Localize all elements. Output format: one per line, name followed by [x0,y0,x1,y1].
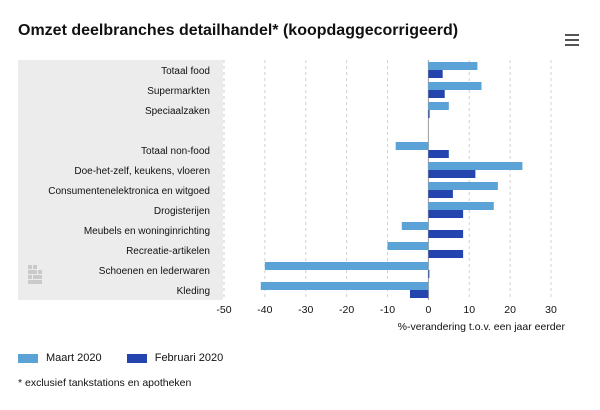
bar-maart[interactable] [395,142,429,150]
category-label: Speciaalzaken [145,106,210,117]
bar-maart[interactable] [260,282,429,290]
x-tick-label: -50 [216,304,231,316]
bar-februari[interactable] [428,170,476,178]
category-label: Drogisterijen [154,206,210,217]
x-tick-label: 30 [545,304,557,316]
x-tick-label: -20 [339,304,354,316]
category-label: Totaal non-food [141,146,210,157]
x-tick-label: 0 [425,304,431,316]
bar-maart[interactable] [428,62,478,70]
x-tick-label: -10 [380,304,395,316]
category-label: Recreatie-artikelen [126,246,210,257]
legend-label-maart: Maart 2020 [46,352,102,364]
bar-februari[interactable] [428,110,430,118]
category-label: Kleding [177,286,210,297]
bar-februari[interactable] [428,90,445,98]
category-label: Supermarkten [147,86,210,97]
bar-februari[interactable] [409,290,429,298]
bar-februari[interactable] [428,210,464,218]
bars [260,62,523,298]
chart-title: Omzet deelbranches detailhandel* (koopda… [18,22,459,39]
x-tick-label: 10 [463,304,475,316]
category-label-panel [18,60,223,300]
bar-maart[interactable] [428,182,498,190]
bar-maart[interactable] [264,262,429,270]
category-label: Totaal food [161,66,210,77]
bar-maart[interactable] [428,102,449,110]
x-axis-label: %-verandering t.o.v. een jaar eerder [398,321,566,333]
category-label: Meubels en woninginrichting [84,226,210,237]
x-tick-label: 20 [504,304,516,316]
bar-februari[interactable] [428,70,443,78]
bar-februari[interactable] [428,150,449,158]
legend-swatch-maart [18,353,38,363]
x-tick-label: -30 [298,304,313,316]
bar-maart[interactable] [428,82,482,90]
bar-februari[interactable] [428,270,430,278]
category-label: Schoenen en lederwaren [99,266,210,277]
legend: Maart 2020 Februari 2020 [18,352,245,366]
category-label: Doe-het-zelf, keukens, vloeren [74,166,210,177]
bar-maart[interactable] [428,162,523,170]
hamburger-menu-icon[interactable] [565,34,579,46]
bar-februari[interactable] [428,230,464,238]
bar-chart: Totaal food Supermarkten Speciaalzaken Tota… [18,60,566,333]
footnote: * exclusief tankstations en apotheken [18,377,192,389]
bar-februari[interactable] [428,190,453,198]
legend-swatch-februari [126,353,147,363]
legend-label-februari: Februari 2020 [154,352,224,364]
watermark-logo [28,265,42,284]
bar-maart[interactable] [387,242,429,250]
legend-item-maart[interactable]: Maart 2020 [18,352,102,364]
bar-februari[interactable] [428,250,464,258]
bar-maart[interactable] [401,222,429,230]
legend-item-februari[interactable]: Februari 2020 [126,352,224,364]
grid-lines [223,60,552,300]
category-label: Consumentenelektronica en witgoed [48,186,210,197]
bar-maart[interactable] [428,202,494,210]
category-labels: Totaal food Supermarkten Speciaalzaken Tota… [48,66,210,297]
x-tick-label: -40 [257,304,272,316]
x-tick-labels: -50 -40 -30 -20 -10 0 10 20 30 [216,304,557,316]
